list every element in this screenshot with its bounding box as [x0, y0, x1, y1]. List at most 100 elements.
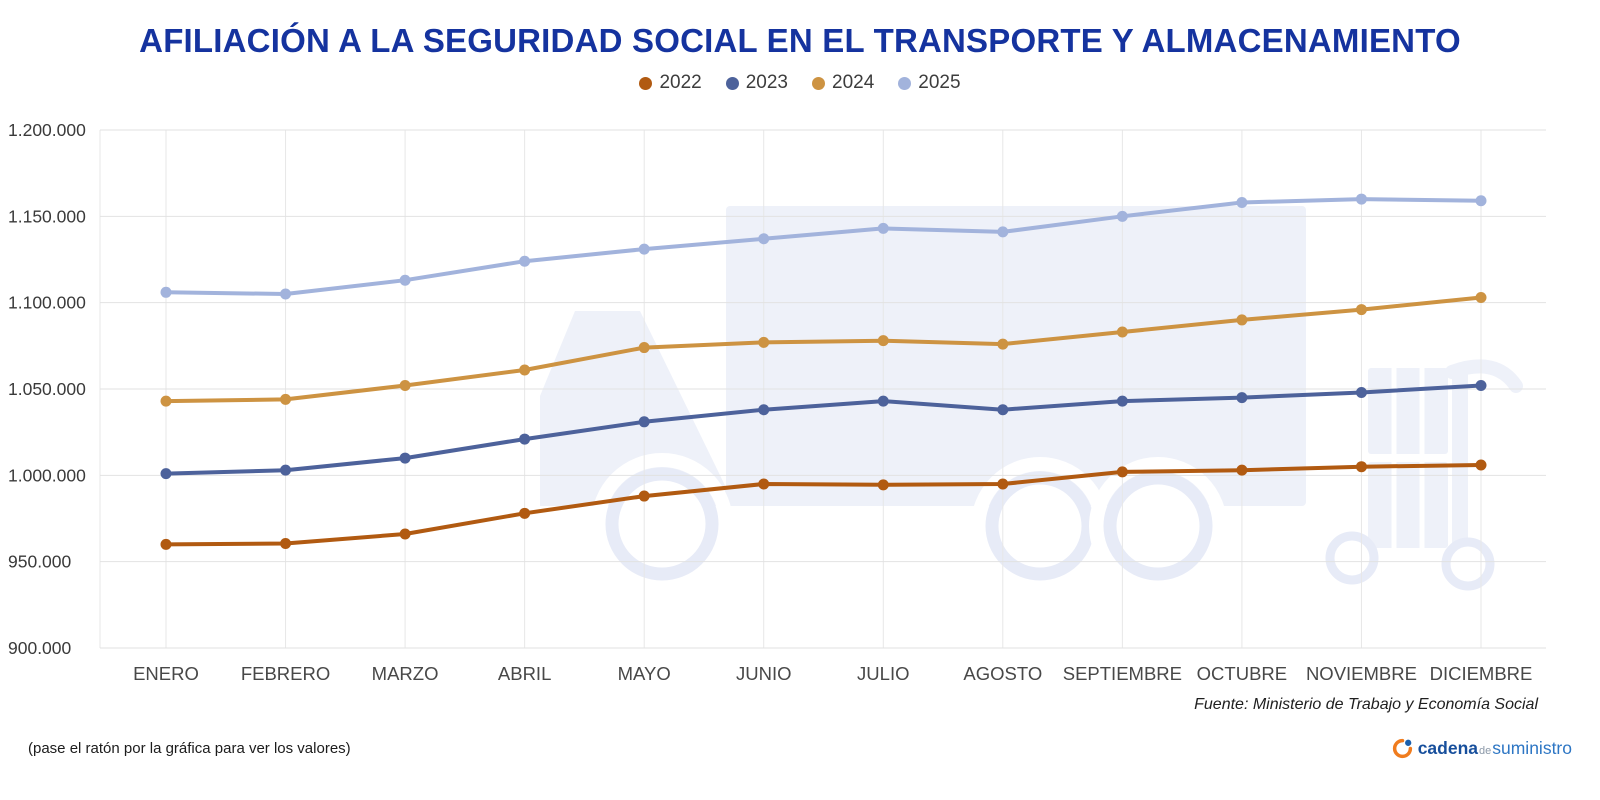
data-point-2023	[758, 404, 770, 416]
y-tick-label: 950.000	[8, 552, 72, 572]
data-point-2022	[399, 528, 411, 540]
data-point-2022	[1355, 461, 1367, 473]
data-point-2022	[160, 538, 172, 550]
watermark-forklift-illustration	[540, 206, 1523, 595]
data-point-2022	[1475, 459, 1487, 471]
legend-label: 2025	[918, 72, 961, 93]
y-tick-label: 1.000.000	[8, 465, 86, 485]
x-tick-label: SEPTIEMBRE	[1063, 663, 1182, 684]
x-tick-label: JULIO	[857, 663, 909, 684]
data-point-2023	[997, 404, 1009, 416]
data-point-2025	[877, 222, 889, 234]
x-tick-label: OCTUBRE	[1197, 663, 1287, 684]
site-logo[interactable]: cadena de suministro	[1392, 738, 1572, 759]
data-point-2023	[638, 416, 650, 428]
data-point-2025	[997, 226, 1009, 238]
data-point-2023	[877, 395, 889, 407]
data-point-2024	[1116, 326, 1128, 338]
data-series	[160, 193, 1487, 550]
data-point-2023	[1236, 392, 1248, 404]
data-point-2024	[160, 395, 172, 407]
page-title: AFILIACIÓN A LA SEGURIDAD SOCIAL EN EL T…	[139, 22, 1461, 59]
legend-label: 2023	[745, 72, 788, 93]
legend-label: 2022	[659, 72, 702, 93]
data-point-2022	[1116, 466, 1128, 478]
x-tick-label: MARZO	[372, 663, 439, 684]
data-point-2024	[638, 342, 650, 354]
series-line-2022	[164, 463, 1483, 547]
data-point-2022	[280, 538, 292, 550]
data-point-2022	[997, 478, 1009, 490]
axis-labels: 900.000 950.000 1.000.000 1.050.000 1.100.00…	[8, 120, 1532, 684]
data-point-2025	[1236, 197, 1248, 209]
logo-word-suministro: suministro	[1492, 738, 1572, 758]
logo-word-de: de	[1479, 745, 1492, 757]
y-tick-label: 1.150.000	[8, 206, 86, 226]
legend-label: 2024	[832, 72, 875, 93]
footer: (pase el ratón por la gráfica para ver l…	[28, 738, 1572, 759]
data-point-2025	[1116, 210, 1128, 222]
data-point-2024	[519, 364, 531, 376]
data-point-2022	[519, 507, 531, 519]
data-point-2024	[758, 336, 770, 348]
y-tick-label: 900.000	[8, 638, 72, 658]
data-point-2024	[877, 335, 889, 347]
data-point-2022	[638, 490, 650, 502]
series-line-2024	[164, 295, 1483, 404]
line-chart[interactable]: 900.000 950.000 1.000.000 1.050.000 1.100.00…	[0, 96, 1600, 696]
hover-hint: (pase el ratón por la gráfica para ver l…	[28, 740, 351, 757]
data-point-2022	[1236, 464, 1248, 476]
x-tick-label: FEBRERO	[241, 663, 330, 684]
logo-word-cadena: cadena	[1417, 738, 1478, 758]
legend-dot	[725, 76, 739, 90]
y-tick-label: 1.050.000	[8, 379, 86, 399]
data-point-2023	[1475, 380, 1487, 392]
logo-swirl-icon	[1392, 738, 1412, 759]
x-tick-label: ENERO	[133, 663, 199, 684]
legend-item-2023[interactable]: 2023	[725, 72, 788, 94]
data-point-2023	[160, 468, 172, 480]
data-point-2022	[758, 478, 770, 490]
data-point-2024	[1475, 291, 1487, 303]
x-tick-label: DICIEMBRE	[1430, 663, 1533, 684]
data-point-2024	[280, 393, 292, 405]
x-tick-label: AGOSTO	[963, 663, 1042, 684]
x-tick-label: ABRIL	[498, 663, 551, 684]
data-point-2025	[519, 255, 531, 267]
x-tick-label: JUNIO	[736, 663, 792, 684]
legend-dot	[639, 76, 653, 90]
data-point-2024	[1355, 304, 1367, 316]
legend-dot	[898, 76, 912, 90]
data-point-2023	[1355, 386, 1367, 398]
y-tick-label: 1.100.000	[8, 293, 86, 313]
data-point-2025	[399, 274, 411, 286]
data-point-2025	[638, 243, 650, 255]
data-point-2025	[1355, 193, 1367, 205]
data-point-2025	[160, 286, 172, 298]
data-point-2022	[877, 479, 889, 491]
series-line-2023	[164, 383, 1483, 476]
data-point-2024	[399, 380, 411, 392]
data-point-2024	[997, 338, 1009, 350]
source-note: Fuente: Ministerio de Trabajo y Economía…	[1194, 696, 1538, 713]
data-point-2023	[280, 464, 292, 476]
series-line-2025	[164, 197, 1483, 296]
data-point-2023	[399, 452, 411, 464]
legend-item-2022[interactable]: 2022	[639, 72, 702, 94]
chart-area: 900.000 950.000 1.000.000 1.050.000 1.100.00…	[0, 96, 1600, 696]
x-tick-label: NOVIEMBRE	[1306, 663, 1417, 684]
legend-dot	[812, 76, 825, 90]
legend-item-2024[interactable]: 2024	[812, 72, 874, 94]
data-point-2025	[1475, 195, 1487, 207]
chart-legend: 2022 2023 2024 2025	[0, 72, 1600, 94]
data-point-2023	[1116, 395, 1128, 407]
y-tick-label: 1.200.000	[8, 120, 86, 140]
x-tick-label: MAYO	[618, 663, 671, 684]
logo-text: cadena de suministro	[1418, 738, 1572, 759]
legend-item-2025[interactable]: 2025	[898, 72, 961, 94]
data-point-2023	[519, 433, 531, 445]
data-point-2024	[1236, 314, 1248, 326]
data-point-2025	[758, 233, 770, 245]
data-point-2025	[280, 288, 292, 300]
